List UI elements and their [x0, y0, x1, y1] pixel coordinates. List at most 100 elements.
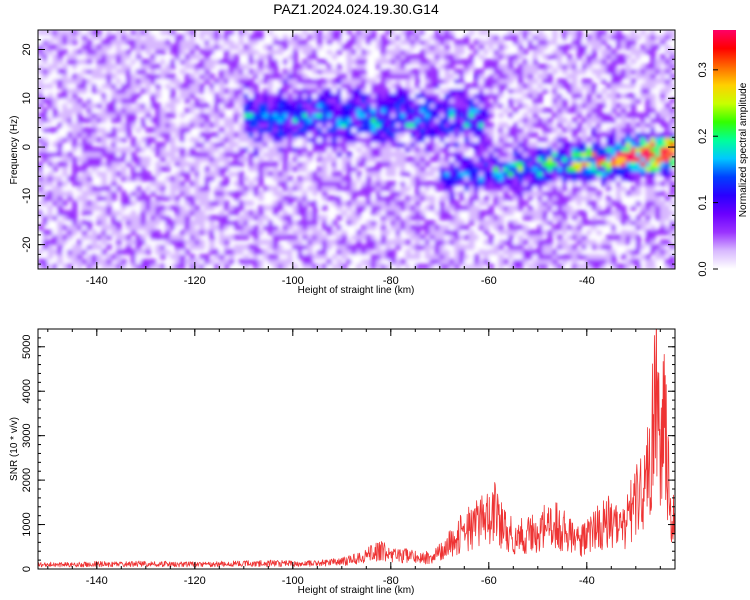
- spectrogram-cell: [669, 215, 675, 221]
- spectrogram-cell: [204, 171, 210, 177]
- spectrogram-cell: [233, 78, 240, 84]
- spectrogram-cell: [513, 34, 519, 41]
- spectrogram-cell: [434, 185, 441, 192]
- spectrogram-cell: [473, 176, 480, 182]
- spectrogram-cell: [459, 73, 465, 80]
- spectrogram-cell: [47, 44, 53, 50]
- spectrogram-cell: [219, 93, 225, 99]
- spectrogram-cell: [194, 244, 200, 250]
- spectrogram-cell: [449, 166, 455, 172]
- spectrogram-cell: [434, 137, 441, 143]
- spectrogram-cell: [91, 44, 98, 50]
- spectrogram-cell: [194, 185, 200, 192]
- spectrogram-cell: [522, 239, 529, 245]
- spectrogram-cell: [625, 151, 632, 158]
- spectrogram-cell: [566, 63, 573, 70]
- spectrogram-cell: [400, 88, 406, 94]
- spectrogram-cell: [591, 190, 597, 197]
- spectrogram-cell: [199, 219, 205, 226]
- spectrogram-cell: [47, 83, 53, 89]
- spectrogram-cell: [331, 78, 338, 84]
- spectrogram-cell: [566, 73, 573, 80]
- spectrogram-cell: [429, 88, 436, 94]
- spectrogram-cell: [601, 112, 607, 119]
- spectrogram-cell: [537, 190, 543, 197]
- spectrogram-cell: [527, 180, 534, 187]
- spectrogram-cell: [493, 180, 499, 187]
- spectrogram-cell: [385, 258, 392, 265]
- spectrogram-cell: [67, 229, 73, 236]
- spectrogram-cell: [459, 122, 465, 128]
- spectrogram-cell: [194, 112, 200, 119]
- spectrogram-cell: [72, 161, 78, 167]
- spectrogram-cell: [635, 224, 641, 231]
- spectrogram-cell: [81, 200, 88, 206]
- spectrogram-cell: [321, 161, 328, 167]
- spectrogram-cell: [317, 93, 323, 99]
- spectrogram-cell: [625, 137, 632, 143]
- spectrogram-cell: [390, 97, 396, 104]
- spectrogram-cell: [449, 146, 455, 153]
- spectrogram-cell: [498, 263, 504, 269]
- spectrogram-cell: [606, 171, 612, 177]
- spectrogram-cell: [542, 210, 548, 216]
- spectrogram-cell: [483, 107, 490, 114]
- spectrogram-cell: [174, 195, 181, 202]
- spectrogram-cell: [42, 151, 49, 158]
- spectrogram-cell: [459, 83, 465, 89]
- spectrogram-cell: [282, 112, 289, 119]
- spectrogram-cell: [62, 93, 68, 99]
- spectrogram-cell: [248, 156, 254, 162]
- spectrogram-cell: [429, 195, 436, 202]
- spectrogram-cell: [228, 205, 235, 211]
- spectrogram-cell: [488, 63, 494, 70]
- spectrogram-cell: [174, 219, 181, 226]
- spectrogram-cell: [248, 146, 254, 153]
- spectrogram-cell: [395, 219, 401, 226]
- spectrogram-cell: [57, 151, 63, 158]
- spectrogram-cell: [660, 210, 666, 216]
- spectrogram-cell: [361, 244, 367, 250]
- spectrogram-cell: [415, 200, 421, 206]
- spectrogram-cell: [199, 263, 205, 269]
- spectrogram-cell: [356, 190, 362, 197]
- spectrogram-cell: [424, 224, 431, 231]
- spectrogram-cell: [380, 263, 387, 269]
- spectrogram-cell: [170, 180, 176, 187]
- spectrogram-cell: [571, 258, 578, 265]
- spectrogram-cell: [238, 49, 245, 55]
- spectrogram-cell: [664, 34, 671, 41]
- spectrogram-cell: [493, 215, 499, 221]
- spectrogram-cell: [434, 88, 441, 94]
- spectrogram-cell: [91, 263, 98, 269]
- spectrogram-cell: [513, 107, 519, 114]
- spectrogram-cell: [145, 219, 151, 226]
- spectrogram-cell: [140, 102, 147, 109]
- spectrogram-cell: [341, 195, 347, 202]
- spectrogram-cell: [248, 249, 254, 255]
- spectrogram-cell: [47, 127, 53, 133]
- spectrogram-cell: [591, 176, 597, 182]
- spectrogram-cell: [566, 151, 573, 158]
- spectrogram-cell: [145, 205, 151, 211]
- spectrogram-cell: [611, 137, 617, 143]
- spectrogram-cell: [650, 30, 656, 36]
- spectrogram-cell: [380, 229, 387, 236]
- spectrogram-cell: [184, 88, 191, 94]
- spectrogram-cell: [272, 229, 279, 236]
- spectrogram-cell: [669, 205, 675, 211]
- spectrogram-cell: [307, 44, 313, 50]
- spectrogram-cell: [287, 102, 294, 109]
- spectrogram-cell: [209, 83, 215, 89]
- spectrogram-cell: [522, 102, 529, 109]
- spectrogram-cell: [228, 258, 235, 265]
- spectrogram-cell: [52, 112, 58, 119]
- spectrogram-cell: [42, 127, 49, 133]
- spectrogram-cell: [307, 49, 313, 55]
- spectrogram-cell: [493, 151, 499, 158]
- spectrogram-cell: [219, 44, 225, 50]
- spectrogram-cell: [263, 107, 269, 114]
- spectrogram-cell: [444, 263, 450, 269]
- spectrogram-cell: [566, 122, 573, 128]
- spectrogram-cell: [238, 73, 245, 80]
